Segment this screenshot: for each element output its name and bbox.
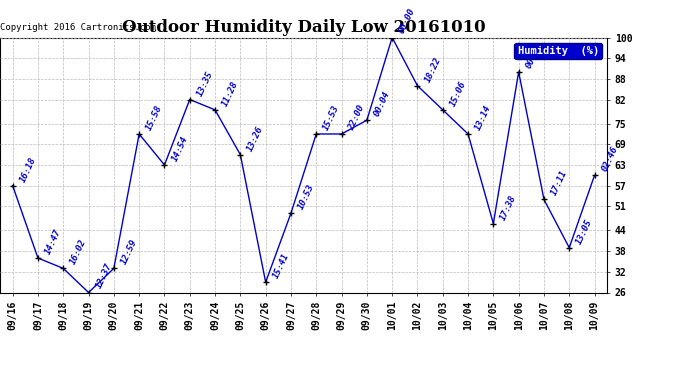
Text: 13:05: 13:05 bbox=[575, 217, 594, 246]
Text: 13:14: 13:14 bbox=[473, 104, 493, 132]
Text: 00:00: 00:00 bbox=[397, 7, 417, 35]
Text: 15:53: 15:53 bbox=[322, 104, 342, 132]
Text: 18:22: 18:22 bbox=[423, 56, 442, 84]
Text: 15:06: 15:06 bbox=[448, 80, 468, 108]
Text: 15:58: 15:58 bbox=[145, 104, 164, 132]
Text: 15:41: 15:41 bbox=[271, 252, 290, 280]
Text: 11:28: 11:28 bbox=[221, 80, 240, 108]
Text: 13:26: 13:26 bbox=[246, 124, 266, 153]
Text: 12:59: 12:59 bbox=[119, 238, 139, 266]
Text: 14:54: 14:54 bbox=[170, 135, 190, 163]
Text: 16:18: 16:18 bbox=[18, 155, 38, 183]
Text: 13:35: 13:35 bbox=[195, 69, 215, 98]
Text: 16:02: 16:02 bbox=[69, 238, 88, 266]
Text: 17:38: 17:38 bbox=[499, 193, 518, 221]
Text: 12:37: 12:37 bbox=[94, 262, 114, 290]
Legend: Humidity  (%): Humidity (%) bbox=[515, 43, 602, 59]
Text: 00:00: 00:00 bbox=[524, 42, 544, 70]
Text: Copyright 2016 Cartronics.com: Copyright 2016 Cartronics.com bbox=[0, 23, 156, 32]
Text: 22:00: 22:00 bbox=[347, 104, 366, 132]
Text: 02:46: 02:46 bbox=[600, 145, 620, 173]
Text: 14:47: 14:47 bbox=[43, 228, 63, 256]
Text: 10:53: 10:53 bbox=[297, 183, 316, 211]
Text: 00:04: 00:04 bbox=[373, 90, 392, 118]
Title: Outdoor Humidity Daily Low 20161010: Outdoor Humidity Daily Low 20161010 bbox=[122, 19, 485, 36]
Text: 17:11: 17:11 bbox=[549, 169, 569, 197]
